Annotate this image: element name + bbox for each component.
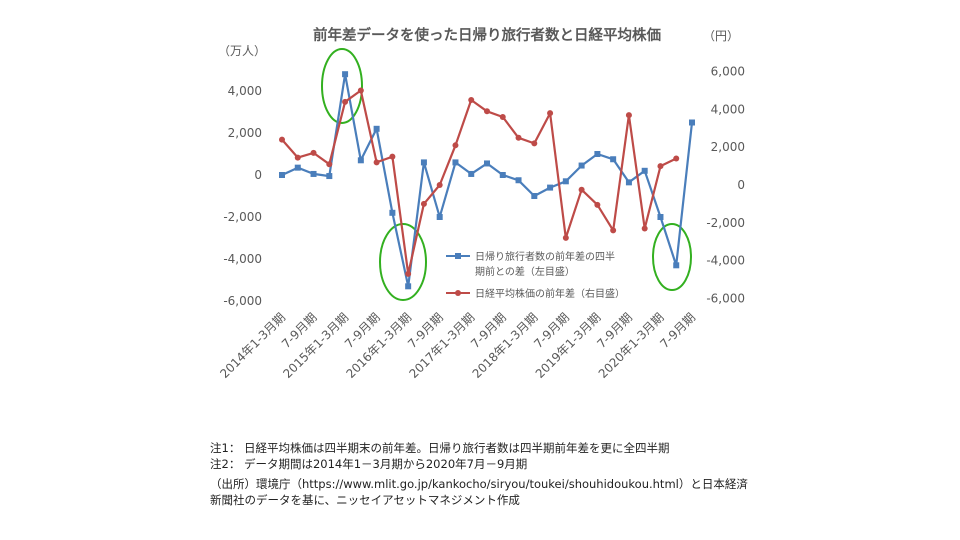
data-point-visitors xyxy=(657,214,664,220)
data-point-nikkei xyxy=(310,149,317,156)
data-point-nikkei xyxy=(279,136,285,143)
data-point-nikkei xyxy=(389,153,396,160)
data-point-visitors xyxy=(641,167,648,174)
source-line-2: 新聞社のデータを基に、ニッセイアセットマネジメント作成 xyxy=(210,493,520,507)
legend-label-visitors-line1: 日帰り旅行者数の前年差の四半 xyxy=(475,250,615,263)
data-point-nikkei xyxy=(326,161,333,168)
y-left-tick-label: 0 xyxy=(254,168,262,182)
data-point-nikkei xyxy=(531,140,538,147)
data-point-visitors xyxy=(594,151,601,157)
data-point-visitors xyxy=(342,71,349,78)
note-1: 注1： 日経平均株価は四半期末の前年差。日帰り旅行者数は四半期前年差を更に全四半… xyxy=(210,441,670,455)
highlight-ellipse xyxy=(652,223,692,291)
data-point-nikkei xyxy=(673,155,680,162)
chart-notes: 注1： 日経平均株価は四半期末の前年差。日帰り旅行者数は四半期前年差を更に全四半… xyxy=(210,440,770,508)
y-left-tick-label: 2,000 xyxy=(228,126,262,140)
data-point-visitors xyxy=(294,164,301,171)
x-tick-label: 2014年1-3月期 xyxy=(217,310,288,381)
x-axis: 2014年1-3月期7-9月期2015年1-3月期7-9月期2016年1-3月期… xyxy=(217,310,698,381)
legend-label-visitors-line2: 期前との差（左目盛） xyxy=(475,265,575,278)
data-point-visitors xyxy=(357,157,364,164)
data-point-nikkei xyxy=(452,142,459,149)
y-left-tick-label: 4,000 xyxy=(228,84,262,98)
data-point-nikkei xyxy=(357,87,364,94)
data-point-visitors xyxy=(547,184,554,191)
data-point-nikkei xyxy=(562,234,569,241)
data-point-nikkei xyxy=(515,134,522,141)
legend-marker-visitors xyxy=(455,253,461,259)
data-point-visitors xyxy=(515,177,522,184)
series-layer xyxy=(279,71,695,290)
chart-title: 前年差データを使った日帰り旅行者数と日経平均株価 xyxy=(313,26,661,44)
data-point-visitors xyxy=(625,179,632,186)
data-point-visitors xyxy=(562,178,569,185)
legend-item-visitors: 日帰り旅行者数の前年差の四半 期前との差（左目盛） xyxy=(446,250,615,278)
data-point-visitors xyxy=(452,159,459,166)
note-2: 注2： データ期間は2014年1－3月期から2020年7月－9月期 xyxy=(210,457,528,471)
y-left-unit: （万人） xyxy=(218,44,266,58)
y-right-tick-label: -2,000 xyxy=(706,216,745,230)
source-line-1: （出所）環境庁（https://www.mlit.go.jp/kankocho/… xyxy=(210,477,748,491)
data-point-visitors xyxy=(405,283,412,290)
legend: 日帰り旅行者数の前年差の四半 期前との差（左目盛） 日経平均株価の前年差（右目盛… xyxy=(446,250,625,300)
legend-label-nikkei: 日経平均株価の前年差（右目盛） xyxy=(475,287,625,300)
data-point-nikkei xyxy=(484,108,490,115)
data-point-nikkei xyxy=(420,200,427,207)
data-point-nikkei xyxy=(641,225,648,232)
data-point-nikkei xyxy=(657,163,664,170)
data-point-visitors xyxy=(468,170,475,177)
data-point-visitors xyxy=(610,156,617,163)
data-point-visitors xyxy=(389,209,396,216)
data-point-visitors xyxy=(279,172,285,178)
y-left-tick-label: -4,000 xyxy=(223,252,262,266)
y-right-tick-label: 6,000 xyxy=(711,65,745,79)
data-point-nikkei xyxy=(625,112,632,119)
highlight-ellipse xyxy=(321,48,363,124)
data-point-visitors xyxy=(673,262,680,269)
data-point-visitors xyxy=(373,125,380,132)
data-point-visitors xyxy=(420,159,427,166)
data-point-nikkei xyxy=(468,96,475,103)
y-left-tick-label: -2,000 xyxy=(223,210,262,224)
y-right-axis: 6,000 4,000 2,000 0 -2,000 -4,000 -6,000 xyxy=(706,65,745,306)
data-point-nikkei xyxy=(436,182,443,188)
data-point-nikkei xyxy=(373,159,380,166)
x-tick-label: 7-9月期 xyxy=(657,310,698,351)
series-line-nikkei xyxy=(281,89,677,275)
y-left-tick-label: -6,000 xyxy=(223,294,262,308)
data-point-nikkei xyxy=(499,113,506,120)
highlight-ellipse xyxy=(379,223,427,301)
data-point-visitors xyxy=(531,193,538,199)
data-point-nikkei xyxy=(610,227,617,234)
legend-item-nikkei: 日経平均株価の前年差（右目盛） xyxy=(446,287,625,300)
y-right-tick-label: 4,000 xyxy=(711,102,745,116)
data-point-visitors xyxy=(436,214,443,220)
data-point-visitors xyxy=(326,173,333,180)
data-point-nikkei xyxy=(547,110,554,117)
y-left-axis: 4,000 2,000 0 -2,000 -4,000 -6,000 xyxy=(223,84,262,308)
y-right-tick-label: 0 xyxy=(737,178,745,192)
data-point-visitors xyxy=(310,170,317,177)
y-right-unit: （円） xyxy=(703,29,739,43)
y-right-tick-label: -4,000 xyxy=(706,254,745,268)
data-point-visitors xyxy=(578,162,585,169)
data-point-visitors xyxy=(484,160,490,167)
data-point-visitors xyxy=(689,119,695,126)
y-right-tick-label: 2,000 xyxy=(711,140,745,154)
data-point-nikkei xyxy=(405,270,412,277)
highlight-ellipses xyxy=(321,48,692,301)
chart: 前年差データを使った日帰り旅行者数と日経平均株価 （万人） （円） 4,000 2… xyxy=(217,26,745,381)
data-point-visitors xyxy=(499,172,506,178)
data-point-nikkei xyxy=(594,201,601,208)
data-point-nikkei xyxy=(578,186,585,193)
y-right-tick-label: -6,000 xyxy=(706,291,745,305)
data-point-nikkei xyxy=(294,154,301,161)
legend-marker-nikkei xyxy=(455,290,461,296)
data-point-nikkei xyxy=(342,98,349,105)
